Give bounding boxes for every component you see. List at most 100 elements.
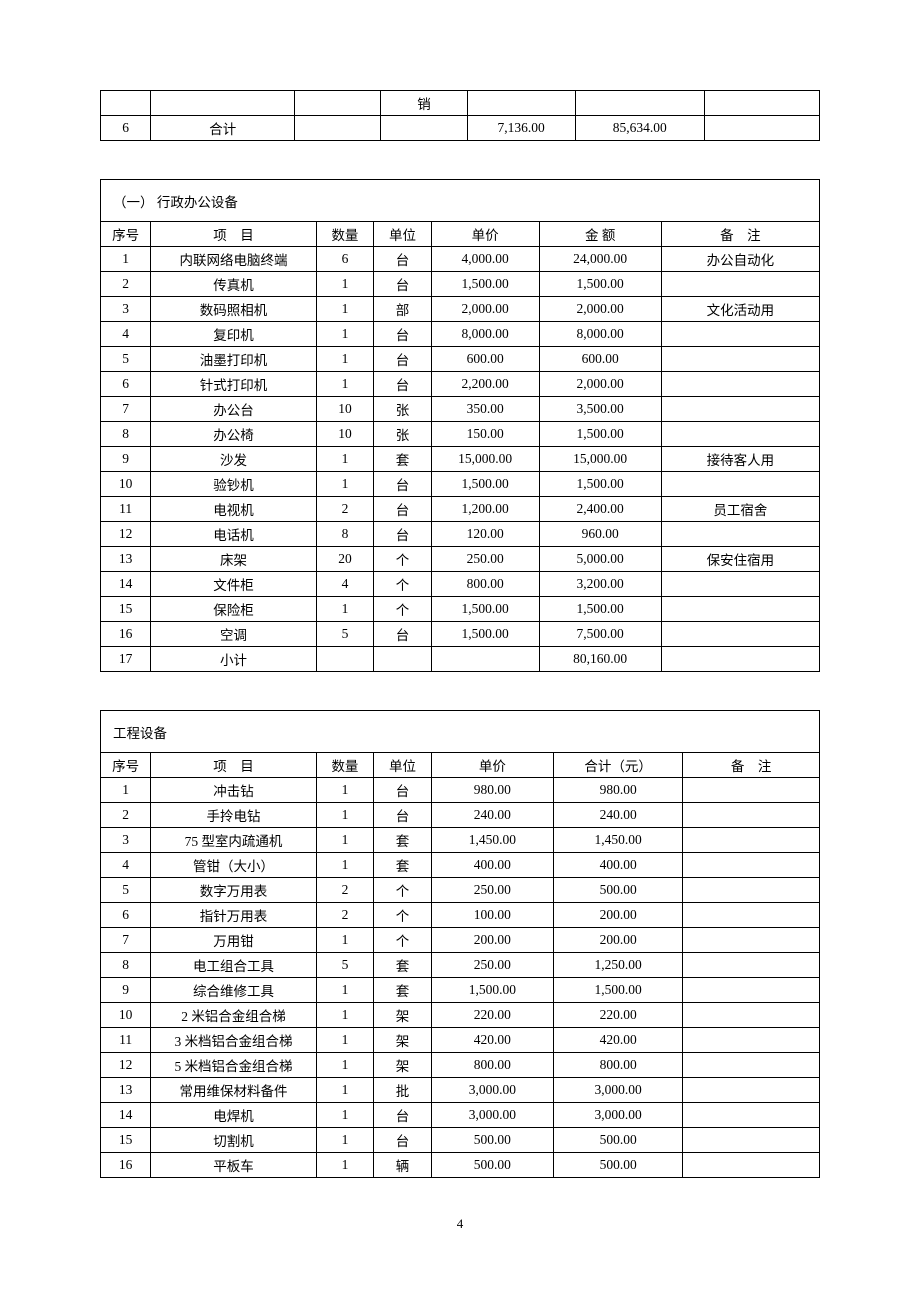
cell: 合计 [151, 116, 295, 141]
cell: 250.00 [431, 878, 553, 903]
cell: 办公自动化 [661, 247, 819, 272]
cell: 台 [374, 247, 432, 272]
cell: 台 [374, 472, 432, 497]
cell: 960.00 [539, 522, 661, 547]
cell [683, 978, 820, 1003]
column-header: 合计（元） [553, 753, 682, 778]
cell: 台 [374, 622, 432, 647]
cell: 1 [316, 1103, 374, 1128]
cell: 台 [374, 497, 432, 522]
cell: 9 [101, 978, 151, 1003]
cell: 1 [316, 1153, 374, 1178]
cell: 4,000.00 [431, 247, 539, 272]
cell: 2 [101, 272, 151, 297]
cell [683, 878, 820, 903]
cell: 8,000.00 [431, 322, 539, 347]
cell [661, 422, 819, 447]
cell: 24,000.00 [539, 247, 661, 272]
cell: 1 [316, 828, 374, 853]
cell: 4 [101, 322, 151, 347]
column-header: 项 目 [151, 222, 316, 247]
table-row: 9沙发1套15,000.0015,000.00接待客人用 [101, 447, 820, 472]
cell: 1 [316, 928, 374, 953]
cell: 文件柜 [151, 572, 316, 597]
cell [683, 778, 820, 803]
cell: 手拎电钻 [151, 803, 316, 828]
cell: 员工宿舍 [661, 497, 819, 522]
cell: 980.00 [431, 778, 553, 803]
column-header: 金 额 [539, 222, 661, 247]
cell: 2 [101, 803, 151, 828]
cell: 个 [374, 903, 432, 928]
cell: 250.00 [431, 953, 553, 978]
cell [683, 828, 820, 853]
cell: 12 [101, 1053, 151, 1078]
cell: 75 型室内疏通机 [151, 828, 316, 853]
cell: 800.00 [553, 1053, 682, 1078]
cell: 4 [316, 572, 374, 597]
cell: 2 米铝合金组合梯 [151, 1003, 316, 1028]
cell: 600.00 [431, 347, 539, 372]
cell: 500.00 [553, 878, 682, 903]
cell: 5 [101, 347, 151, 372]
cell: 个 [374, 547, 432, 572]
cell: 1 [316, 1003, 374, 1028]
cell: 综合维修工具 [151, 978, 316, 1003]
cell: 1 [316, 447, 374, 472]
cell [661, 347, 819, 372]
column-header: 序号 [101, 222, 151, 247]
cell [683, 1128, 820, 1153]
cell: 架 [374, 1028, 432, 1053]
cell: 2 [316, 903, 374, 928]
cell: 80,160.00 [539, 647, 661, 672]
cell: 1,250.00 [553, 953, 682, 978]
cell: 文化活动用 [661, 297, 819, 322]
cell: 220.00 [553, 1003, 682, 1028]
cell: 200.00 [431, 928, 553, 953]
cell: 13 [101, 1078, 151, 1103]
cell: 1 [316, 272, 374, 297]
cell: 14 [101, 572, 151, 597]
cell: 复印机 [151, 322, 316, 347]
cell [683, 903, 820, 928]
cell [683, 953, 820, 978]
cell [467, 91, 575, 116]
cell: 1 [316, 1053, 374, 1078]
cell: 数字万用表 [151, 878, 316, 903]
cell: 电工组合工具 [151, 953, 316, 978]
cell [381, 116, 467, 141]
cell: 14 [101, 1103, 151, 1128]
cell: 管钳（大小） [151, 853, 316, 878]
cell: 批 [374, 1078, 432, 1103]
table-row: 10验钞机1台1,500.001,500.00 [101, 472, 820, 497]
cell: 500.00 [431, 1128, 553, 1153]
table-row: 6指针万用表2个100.00200.00 [101, 903, 820, 928]
cell: 6 [316, 247, 374, 272]
cell: 张 [374, 397, 432, 422]
cell: 13 [101, 547, 151, 572]
cell: 1 [316, 372, 374, 397]
cell: 5 [316, 953, 374, 978]
cell: 1,500.00 [539, 597, 661, 622]
cell: 200.00 [553, 928, 682, 953]
table-row: 8办公椅10张150.001,500.00 [101, 422, 820, 447]
cell: 120.00 [431, 522, 539, 547]
column-header: 项 目 [151, 753, 316, 778]
cell: 500.00 [553, 1153, 682, 1178]
cell [295, 91, 381, 116]
cell: 15 [101, 597, 151, 622]
cell: 台 [374, 1103, 432, 1128]
column-header: 备 注 [661, 222, 819, 247]
cell: 床架 [151, 547, 316, 572]
cell: 2,000.00 [539, 297, 661, 322]
cell: 套 [374, 953, 432, 978]
cell: 8 [316, 522, 374, 547]
cell: 8,000.00 [539, 322, 661, 347]
cell: 1,500.00 [539, 272, 661, 297]
table-row: 17小计80,160.00 [101, 647, 820, 672]
cell: 350.00 [431, 397, 539, 422]
cell: 电话机 [151, 522, 316, 547]
cell: 5 米档铝合金组合梯 [151, 1053, 316, 1078]
cell: 数码照相机 [151, 297, 316, 322]
column-header: 单价 [431, 753, 553, 778]
